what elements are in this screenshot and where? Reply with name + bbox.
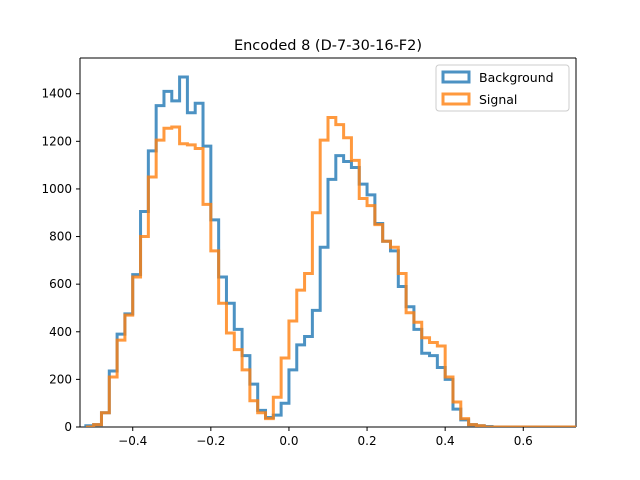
x-tick-label: 0.6 [514,434,533,448]
x-tick-label: 0.2 [358,434,377,448]
legend: Background Signal [435,64,570,112]
y-tick-label: 600 [49,277,72,291]
legend-label-background: Background [479,70,554,85]
y-tick-label: 1200 [41,134,72,148]
x-tick-label: −0.2 [196,434,225,448]
x-tick-label: −0.4 [118,434,147,448]
legend-swatch-signal [441,92,471,106]
x-tick-label: 0.4 [436,434,455,448]
y-axis: 0 200 400 600 800 1000 1200 1400 [41,87,80,434]
legend-swatch-background [441,70,471,84]
y-tick-label: 1000 [41,182,72,196]
series-signal-step-line [85,116,576,427]
chart-title: Encoded 8 (D-7-30-16-F2) [234,38,422,54]
y-tick-label: 1400 [41,87,72,101]
y-tick-label: 0 [64,420,72,434]
series-layer [84,75,576,427]
x-tick-label: 0.0 [279,434,298,448]
y-tick-label: 800 [49,230,72,244]
legend-label-signal: Signal [479,92,517,107]
x-axis: −0.4 −0.2 0.0 0.2 0.4 0.6 [118,427,533,448]
y-tick-label: 200 [49,372,72,386]
y-tick-label: 400 [49,325,72,339]
